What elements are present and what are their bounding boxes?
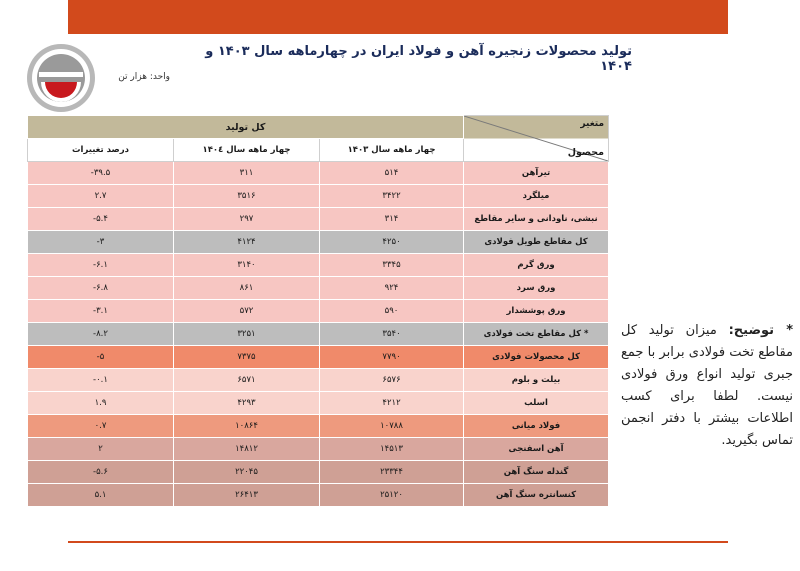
unit-label: واحد: هزار تن bbox=[118, 72, 170, 82]
top-accent-bar bbox=[68, 0, 728, 34]
value-1404-cell: ۴۱۲۴ bbox=[173, 230, 320, 254]
value-1404-cell: ۷۳۷۵ bbox=[173, 345, 320, 369]
change-cell: -۳ bbox=[27, 230, 174, 254]
product-cell: نبشی، ناودانی و سایر مقاطع bbox=[463, 207, 610, 231]
change-cell: ۲ bbox=[27, 437, 174, 461]
change-cell: -۰.۱ bbox=[27, 368, 174, 392]
change-cell: ۱.۹ bbox=[27, 391, 174, 415]
value-1403-cell: ۶۵۷۶ bbox=[318, 368, 465, 392]
product-cell: آهن اسفنجی bbox=[463, 437, 610, 461]
value-1404-cell: ۲۲۰۴۵ bbox=[173, 460, 320, 484]
table-row: ۵.۱ ۲۶۴۱۳ ۲۵۱۲۰ کنسانتره سنگ آهن bbox=[27, 483, 610, 507]
product-cell: اسلب bbox=[463, 391, 610, 415]
product-cell: گندله سنگ آهن bbox=[463, 460, 610, 484]
change-cell: -۵.۶ bbox=[27, 460, 174, 484]
value-1403-cell: ۲۳۳۴۴ bbox=[318, 460, 465, 484]
corner-header: متغیر محصول bbox=[463, 115, 610, 162]
change-cell: -۶.۱ bbox=[27, 253, 174, 277]
value-1404-cell: ۲۶۴۱۳ bbox=[173, 483, 320, 507]
value-1404-cell: ۳۱۱ bbox=[173, 161, 320, 185]
col-1404: چهار ماهه سال ۱۴۰٤ bbox=[173, 138, 320, 162]
bottom-accent-line bbox=[68, 541, 728, 543]
value-1404-cell: ۴۲۹۳ bbox=[173, 391, 320, 415]
value-1403-cell: ۱۴۵۱۳ bbox=[318, 437, 465, 461]
change-cell: ۰.۷ bbox=[27, 414, 174, 438]
table-row: -۳.۱ ۵۷۲ ۵۹۰ ورق پوششدار bbox=[27, 299, 610, 323]
change-cell: -۳۹.۵ bbox=[27, 161, 174, 185]
product-cell: فولاد میانی bbox=[463, 414, 610, 438]
change-cell: ۵.۱ bbox=[27, 483, 174, 507]
col-change: درصد تغییرات bbox=[27, 138, 174, 162]
value-1403-cell: ۳۳۴۵ bbox=[318, 253, 465, 277]
table-row: ۲ ۱۴۸۱۲ ۱۴۵۱۳ آهن اسفنجی bbox=[27, 437, 610, 461]
table-row: -۸.۲ ۳۲۵۱ ۳۵۴۰ * کل مقاطع تخت فولادی bbox=[27, 322, 610, 346]
page-title: تولید محصولات زنجیره آهن و فولاد ایران د… bbox=[205, 44, 632, 74]
value-1403-cell: ۷۷۹۰ bbox=[318, 345, 465, 369]
table-row: -۶.۱ ۳۱۴۰ ۳۳۴۵ ورق گرم bbox=[27, 253, 610, 277]
product-label: محصول bbox=[567, 147, 605, 158]
table-row: -۵.۴ ۲۹۷ ۳۱۴ نبشی، ناودانی و سایر مقاطع bbox=[27, 207, 610, 231]
production-table: کل تولید متغیر محصول درصد تغییرات چهار م… bbox=[26, 115, 610, 507]
variable-label: متغیر bbox=[580, 119, 605, 129]
value-1403-cell: ۵۱۴ bbox=[318, 161, 465, 185]
total-production-header: کل تولید bbox=[26, 115, 465, 139]
table-row: -۵.۶ ۲۲۰۴۵ ۲۳۳۴۴ گندله سنگ آهن bbox=[27, 460, 610, 484]
note-text: میزان تولید کل مقاطع تخت فولادی برابر با… bbox=[621, 323, 793, 448]
value-1404-cell: ۵۷۲ bbox=[173, 299, 320, 323]
col-1403: چهار ماهه سال ۱۴۰۳ bbox=[318, 138, 465, 162]
note-heading: * توضیح: bbox=[728, 323, 793, 338]
value-1404-cell: ۳۵۱۶ bbox=[173, 184, 320, 208]
value-1404-cell: ۶۵۷۱ bbox=[173, 368, 320, 392]
table-row: ۰.۷ ۱۰۸۶۴ ۱۰۷۸۸ فولاد میانی bbox=[27, 414, 610, 438]
table-row: -۵ ۷۳۷۵ ۷۷۹۰ کل محصولات فولادی bbox=[27, 345, 610, 369]
table-row: -۶.۸ ۸۶۱ ۹۲۴ ورق سرد bbox=[27, 276, 610, 300]
product-cell: * کل مقاطع تخت فولادی bbox=[463, 322, 610, 346]
value-1404-cell: ۳۱۴۰ bbox=[173, 253, 320, 277]
product-cell: کل مقاطع طویل فولادی bbox=[463, 230, 610, 254]
product-cell: کل محصولات فولادی bbox=[463, 345, 610, 369]
value-1403-cell: ۱۰۷۸۸ bbox=[318, 414, 465, 438]
value-1404-cell: ۱۰۸۶۴ bbox=[173, 414, 320, 438]
table-row: -۰.۱ ۶۵۷۱ ۶۵۷۶ بیلت و بلوم bbox=[27, 368, 610, 392]
product-cell: ورق گرم bbox=[463, 253, 610, 277]
value-1404-cell: ۳۲۵۱ bbox=[173, 322, 320, 346]
table-row: -۳ ۴۱۲۴ ۴۲۵۰ کل مقاطع طویل فولادی bbox=[27, 230, 610, 254]
change-cell: ۲.۷ bbox=[27, 184, 174, 208]
change-cell: -۸.۲ bbox=[27, 322, 174, 346]
value-1404-cell: ۸۶۱ bbox=[173, 276, 320, 300]
value-1403-cell: ۵۹۰ bbox=[318, 299, 465, 323]
change-cell: -۵ bbox=[27, 345, 174, 369]
value-1403-cell: ۴۲۵۰ bbox=[318, 230, 465, 254]
value-1404-cell: ۱۴۸۱۲ bbox=[173, 437, 320, 461]
value-1403-cell: ۳۵۴۰ bbox=[318, 322, 465, 346]
product-cell: بیلت و بلوم bbox=[463, 368, 610, 392]
table-row: -۳۹.۵ ۳۱۱ ۵۱۴ تیرآهن bbox=[27, 161, 610, 185]
product-cell: تیرآهن bbox=[463, 161, 610, 185]
product-cell: میلگرد bbox=[463, 184, 610, 208]
change-cell: -۶.۸ bbox=[27, 276, 174, 300]
product-cell: ورق سرد bbox=[463, 276, 610, 300]
table-row: ۱.۹ ۴۲۹۳ ۴۲۱۲ اسلب bbox=[27, 391, 610, 415]
value-1404-cell: ۲۹۷ bbox=[173, 207, 320, 231]
association-logo bbox=[27, 44, 95, 112]
value-1403-cell: ۴۲۱۲ bbox=[318, 391, 465, 415]
product-cell: ورق پوششدار bbox=[463, 299, 610, 323]
change-cell: -۵.۴ bbox=[27, 207, 174, 231]
change-cell: -۳.۱ bbox=[27, 299, 174, 323]
product-cell: کنسانتره سنگ آهن bbox=[463, 483, 610, 507]
value-1403-cell: ۹۲۴ bbox=[318, 276, 465, 300]
table-row: ۲.۷ ۳۵۱۶ ۳۴۲۲ میلگرد bbox=[27, 184, 610, 208]
value-1403-cell: ۳۴۲۲ bbox=[318, 184, 465, 208]
value-1403-cell: ۳۱۴ bbox=[318, 207, 465, 231]
value-1403-cell: ۲۵۱۲۰ bbox=[318, 483, 465, 507]
explanation-note: * توضیح: میزان تولید کل مقاطع تخت فولادی… bbox=[621, 320, 793, 452]
